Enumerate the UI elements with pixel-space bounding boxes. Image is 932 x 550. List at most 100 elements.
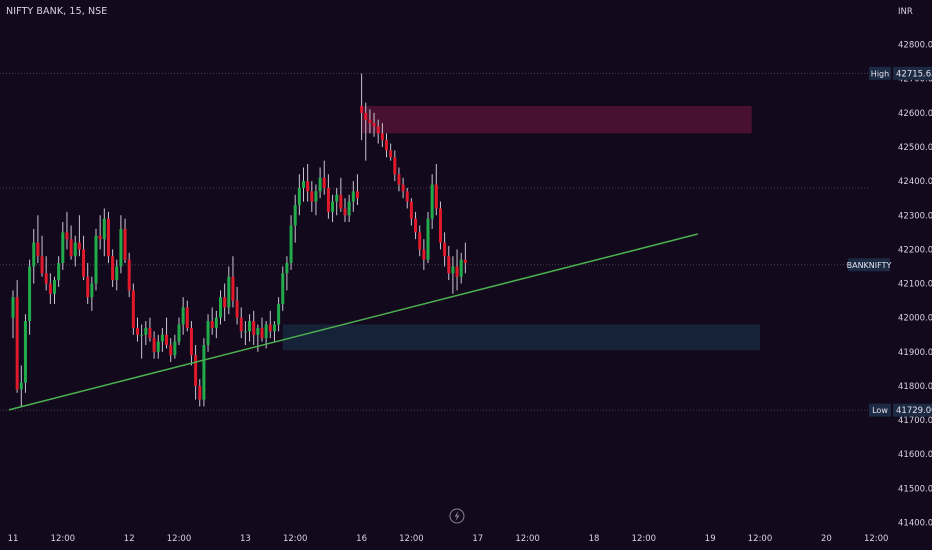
candle-74 <box>318 177 322 192</box>
candle-42 <box>185 307 189 328</box>
candle-27 <box>123 228 127 260</box>
candle-38 <box>169 344 173 356</box>
x-tick-label-12: 19 <box>705 534 716 544</box>
body-layer <box>11 106 467 400</box>
candle-10 <box>53 280 56 294</box>
candle-12 <box>61 232 65 264</box>
candle-1 <box>15 297 19 390</box>
candle-67 <box>289 225 293 264</box>
chart-title: NIFTY BANK, 15, NSE <box>6 6 108 17</box>
x-tick-label-13: 12:00 <box>748 534 773 544</box>
candle-15 <box>73 242 77 257</box>
candle-68 <box>293 205 297 226</box>
candle-99 <box>422 249 426 260</box>
high-tag: High <box>871 69 889 78</box>
candle-21 <box>98 235 102 240</box>
candle-80 <box>343 208 347 216</box>
candle-77 <box>331 201 335 212</box>
y-tick-label-9: 42300.00 <box>898 211 932 221</box>
candle-65 <box>281 273 285 305</box>
candle-61 <box>264 324 268 339</box>
candle-103 <box>438 208 442 243</box>
supply-zone <box>361 106 752 134</box>
candle-95 <box>405 191 409 202</box>
y-tick-label-3: 41700.00 <box>898 416 932 426</box>
candle-48 <box>210 321 214 328</box>
candle-35 <box>156 341 160 352</box>
high-value: 42715.65 <box>896 69 932 79</box>
y-tick-label-2: 41600.00 <box>898 450 932 460</box>
candle-97 <box>414 218 418 233</box>
candle-91 <box>389 150 393 158</box>
candle-24 <box>111 256 115 281</box>
candle-3 <box>23 321 27 383</box>
candle-108 <box>459 259 463 277</box>
candle-30 <box>136 327 139 335</box>
candle-47 <box>206 321 210 345</box>
candle-23 <box>106 218 110 257</box>
candle-64 <box>277 304 281 325</box>
candle-57 <box>248 321 252 332</box>
candle-58 <box>252 321 256 335</box>
watermark-layer <box>449 508 465 524</box>
candle-93 <box>397 174 401 185</box>
candle-22 <box>102 218 106 240</box>
candle-83 <box>355 191 359 199</box>
candle-40 <box>177 324 181 342</box>
candle-31 <box>140 334 144 336</box>
candle-49 <box>214 317 218 328</box>
candle-25 <box>115 266 119 281</box>
last-tag: BANKNIFTY <box>847 261 892 270</box>
candle-73 <box>314 191 318 202</box>
candle-13 <box>65 232 69 240</box>
high-value-bg <box>893 66 932 80</box>
candle-81 <box>347 201 351 216</box>
currency-label: INR <box>898 7 913 17</box>
y-tick-label-8: 42200.00 <box>898 245 932 255</box>
candle-96 <box>409 201 413 219</box>
candle-109 <box>463 259 467 264</box>
candle-82 <box>351 191 355 202</box>
low-tag: Low <box>872 406 888 415</box>
candle-7 <box>40 256 44 274</box>
candle-4 <box>28 266 32 322</box>
y-tick-label-14: 42800.00 <box>898 41 932 51</box>
high-tag-bg <box>869 66 891 80</box>
candle-44 <box>194 355 198 386</box>
candle-41 <box>181 307 185 325</box>
zone-layer <box>282 106 760 351</box>
candle-85 <box>364 112 368 120</box>
candle-33 <box>148 327 152 339</box>
candle-87 <box>372 123 376 127</box>
candle-6 <box>36 242 40 257</box>
y-tick-label-10: 42400.00 <box>898 177 932 187</box>
y-tick-label-6: 42000.00 <box>898 314 932 324</box>
marker-layer: High 42715.65 Low 41729.00 BANKNIFTY <box>847 66 932 417</box>
candle-102 <box>434 184 438 209</box>
candle-32 <box>144 327 148 335</box>
candle-28 <box>127 259 131 291</box>
candle-53 <box>231 276 235 301</box>
candle-70 <box>302 181 305 188</box>
x-tick-label-3: 12:00 <box>167 534 192 544</box>
y-tick-label-4: 41800.00 <box>898 382 932 392</box>
candle-34 <box>152 338 156 352</box>
last-tag-bg <box>848 258 890 272</box>
candle-43 <box>189 327 193 356</box>
candle-62 <box>268 324 272 332</box>
candle-60 <box>260 327 264 339</box>
candle-37 <box>165 334 169 345</box>
candle-69 <box>297 187 301 206</box>
candle-52 <box>227 276 231 308</box>
x-tick-label-2: 12 <box>124 534 135 544</box>
candle-78 <box>335 194 339 202</box>
candle-54 <box>235 300 239 318</box>
x-tick-label-14: 20 <box>821 534 832 544</box>
candle-90 <box>385 140 388 151</box>
candle-107 <box>455 266 459 277</box>
candle-26 <box>119 228 123 267</box>
x-tick-label-8: 17 <box>472 534 483 544</box>
candle-59 <box>256 327 260 335</box>
